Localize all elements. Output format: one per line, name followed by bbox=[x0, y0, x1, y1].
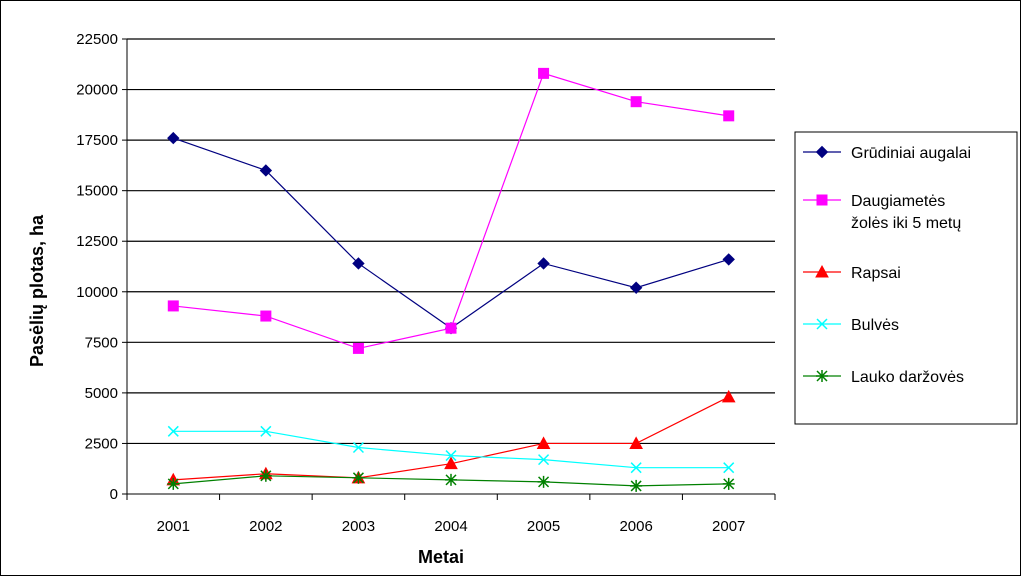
data-point bbox=[445, 322, 457, 334]
data-point bbox=[259, 164, 273, 177]
x-axis-title: Metai bbox=[418, 547, 464, 567]
x-tick-label: 2006 bbox=[619, 518, 652, 535]
data-point bbox=[536, 436, 551, 449]
legend-box bbox=[794, 131, 1018, 425]
series-5 bbox=[167, 469, 735, 492]
data-point bbox=[629, 436, 643, 449]
y-tick-label: 10000 bbox=[76, 284, 118, 301]
legend-marker bbox=[816, 318, 828, 330]
legend: Grūdiniai augalai Daugiametės žolės iki 5 … bbox=[794, 131, 1018, 425]
y-tick-label: 15000 bbox=[76, 183, 118, 200]
legend-item: Bulvės bbox=[803, 317, 899, 334]
data-point bbox=[723, 462, 735, 474]
y-axis-ticks: 0 2500 5000 7500 10000 12500 15000 17500 20000 22… bbox=[76, 31, 127, 503]
series-1 bbox=[167, 131, 735, 335]
series-4 bbox=[167, 425, 735, 474]
legend-item: Rapsai bbox=[803, 264, 901, 282]
legend-marker bbox=[815, 264, 829, 278]
data-point bbox=[723, 110, 735, 122]
x-tick-label: 2003 bbox=[342, 518, 375, 535]
x-tick-label: 2002 bbox=[249, 518, 282, 535]
legend-label: Bulvės bbox=[851, 317, 899, 334]
legend-item: Grūdiniai augalai bbox=[803, 145, 971, 162]
data-point bbox=[352, 441, 364, 454]
data-point bbox=[444, 456, 458, 470]
data-point bbox=[445, 473, 457, 486]
series-line bbox=[173, 137, 729, 329]
data-point bbox=[629, 281, 643, 294]
axes bbox=[126, 39, 775, 495]
data-point bbox=[167, 425, 179, 437]
data-point bbox=[630, 462, 642, 474]
legend-label: Rapsai bbox=[851, 265, 901, 282]
data-point bbox=[352, 471, 365, 484]
x-tick-label: 2005 bbox=[527, 518, 560, 535]
data-point bbox=[630, 96, 642, 108]
series-line bbox=[173, 72, 729, 350]
data-point bbox=[721, 389, 736, 403]
data-point bbox=[259, 469, 272, 482]
y-tick-label: 7500 bbox=[85, 334, 118, 351]
data-point bbox=[537, 257, 550, 270]
data-point bbox=[167, 131, 180, 145]
data-point bbox=[537, 475, 550, 488]
data-point bbox=[538, 67, 550, 79]
legend-item: Lauko daržovės bbox=[803, 369, 964, 386]
y-tick-label: 5000 bbox=[85, 385, 118, 402]
y-tick-label: 2500 bbox=[85, 435, 118, 452]
x-axis-ticks: 2001 2002 2003 2004 2005 2006 2007 bbox=[126, 494, 776, 535]
y-tick-label: 22500 bbox=[76, 31, 118, 48]
data-point bbox=[352, 342, 364, 354]
x-tick-label: 2004 bbox=[434, 518, 467, 535]
series-2 bbox=[167, 67, 735, 354]
legend-label: Grūdiniai augalai bbox=[851, 145, 971, 162]
data-point bbox=[167, 477, 180, 490]
data-point bbox=[722, 253, 735, 266]
data-point bbox=[352, 257, 365, 270]
data-point bbox=[260, 425, 272, 437]
legend-marker bbox=[816, 370, 828, 382]
data-point bbox=[722, 477, 735, 490]
x-tick-label: 2001 bbox=[157, 518, 190, 535]
y-tick-label: 0 bbox=[110, 486, 118, 503]
legend-label: Daugiametės žolės iki 5 metų bbox=[851, 193, 961, 232]
y-tick-label: 17500 bbox=[76, 132, 118, 149]
x-tick-label: 2007 bbox=[712, 518, 745, 535]
data-point bbox=[445, 450, 457, 462]
legend-marker bbox=[815, 145, 829, 159]
legend-label: Lauko daržovės bbox=[851, 369, 964, 386]
data-point bbox=[167, 300, 179, 312]
y-axis-title: Pasėlių plotas, ha bbox=[27, 214, 47, 367]
data-point bbox=[630, 479, 643, 492]
y-tick-label: 20000 bbox=[76, 82, 118, 99]
grid-lines bbox=[127, 38, 775, 445]
data-point bbox=[260, 310, 272, 322]
data-point bbox=[538, 454, 550, 466]
series-3 bbox=[166, 389, 736, 486]
legend-item: Daugiametės žolės iki 5 metų bbox=[803, 193, 961, 232]
legend-marker bbox=[816, 194, 828, 206]
series-group bbox=[166, 67, 736, 492]
y-tick-label: 12500 bbox=[76, 233, 118, 250]
